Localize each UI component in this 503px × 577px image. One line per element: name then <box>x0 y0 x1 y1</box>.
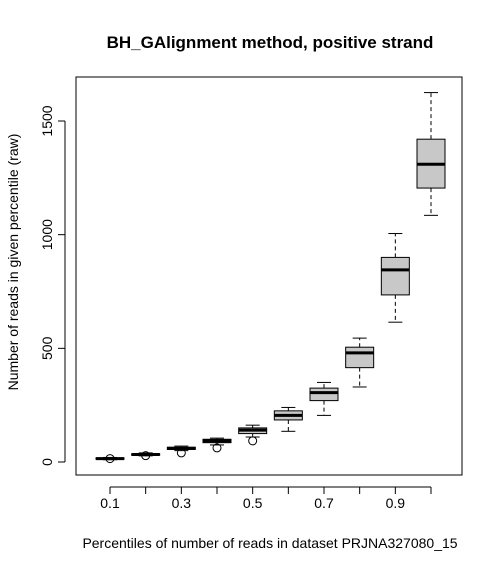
y-tick-label: 1000 <box>39 219 55 250</box>
y-axis: 0 500 1000 1500 <box>39 105 66 466</box>
outlier-point <box>212 443 222 453</box>
box-0.6 <box>273 406 303 432</box>
box-0.8 <box>345 337 375 388</box>
box-0.5 <box>238 424 268 446</box>
x-tick-label: 0.7 <box>314 495 334 511</box>
y-tick-label: 500 <box>39 336 55 360</box>
box-0.4 <box>202 437 232 453</box>
x-tick-label: 0.9 <box>386 495 406 511</box>
x-tick-label: 0.1 <box>100 495 120 511</box>
x-tick-label: 0.3 <box>172 495 192 511</box>
x-axis-label: Percentiles of number of reads in datase… <box>82 535 457 551</box>
outlier-point <box>105 454 115 464</box>
outlier-point <box>248 436 258 446</box>
x-tick-label: 0.5 <box>243 495 263 511</box>
box-0.3 <box>166 445 196 458</box>
box-body <box>309 387 339 402</box>
box-0.7 <box>309 381 339 416</box>
x-axis: 0.1 0.3 0.5 0.7 0.9 <box>100 486 432 511</box>
boxes <box>95 92 446 464</box>
y-axis-label: Number of reads in given percentile (raw… <box>5 134 21 391</box>
box-body <box>345 346 375 369</box>
box-0.9 <box>380 233 410 323</box>
box-0.1 <box>95 454 125 464</box>
y-tick-label: 1500 <box>39 105 55 136</box>
chart-title: BH_GAlignment method, positive strand <box>107 33 434 52</box>
outlier-point <box>176 448 186 458</box>
outlier-point <box>141 451 151 461</box>
plot-frame <box>75 76 463 476</box>
y-tick-label: 0 <box>39 458 55 466</box>
box-0.2 <box>131 451 161 461</box>
box-1.0 <box>416 92 446 216</box>
box-body <box>380 256 410 296</box>
